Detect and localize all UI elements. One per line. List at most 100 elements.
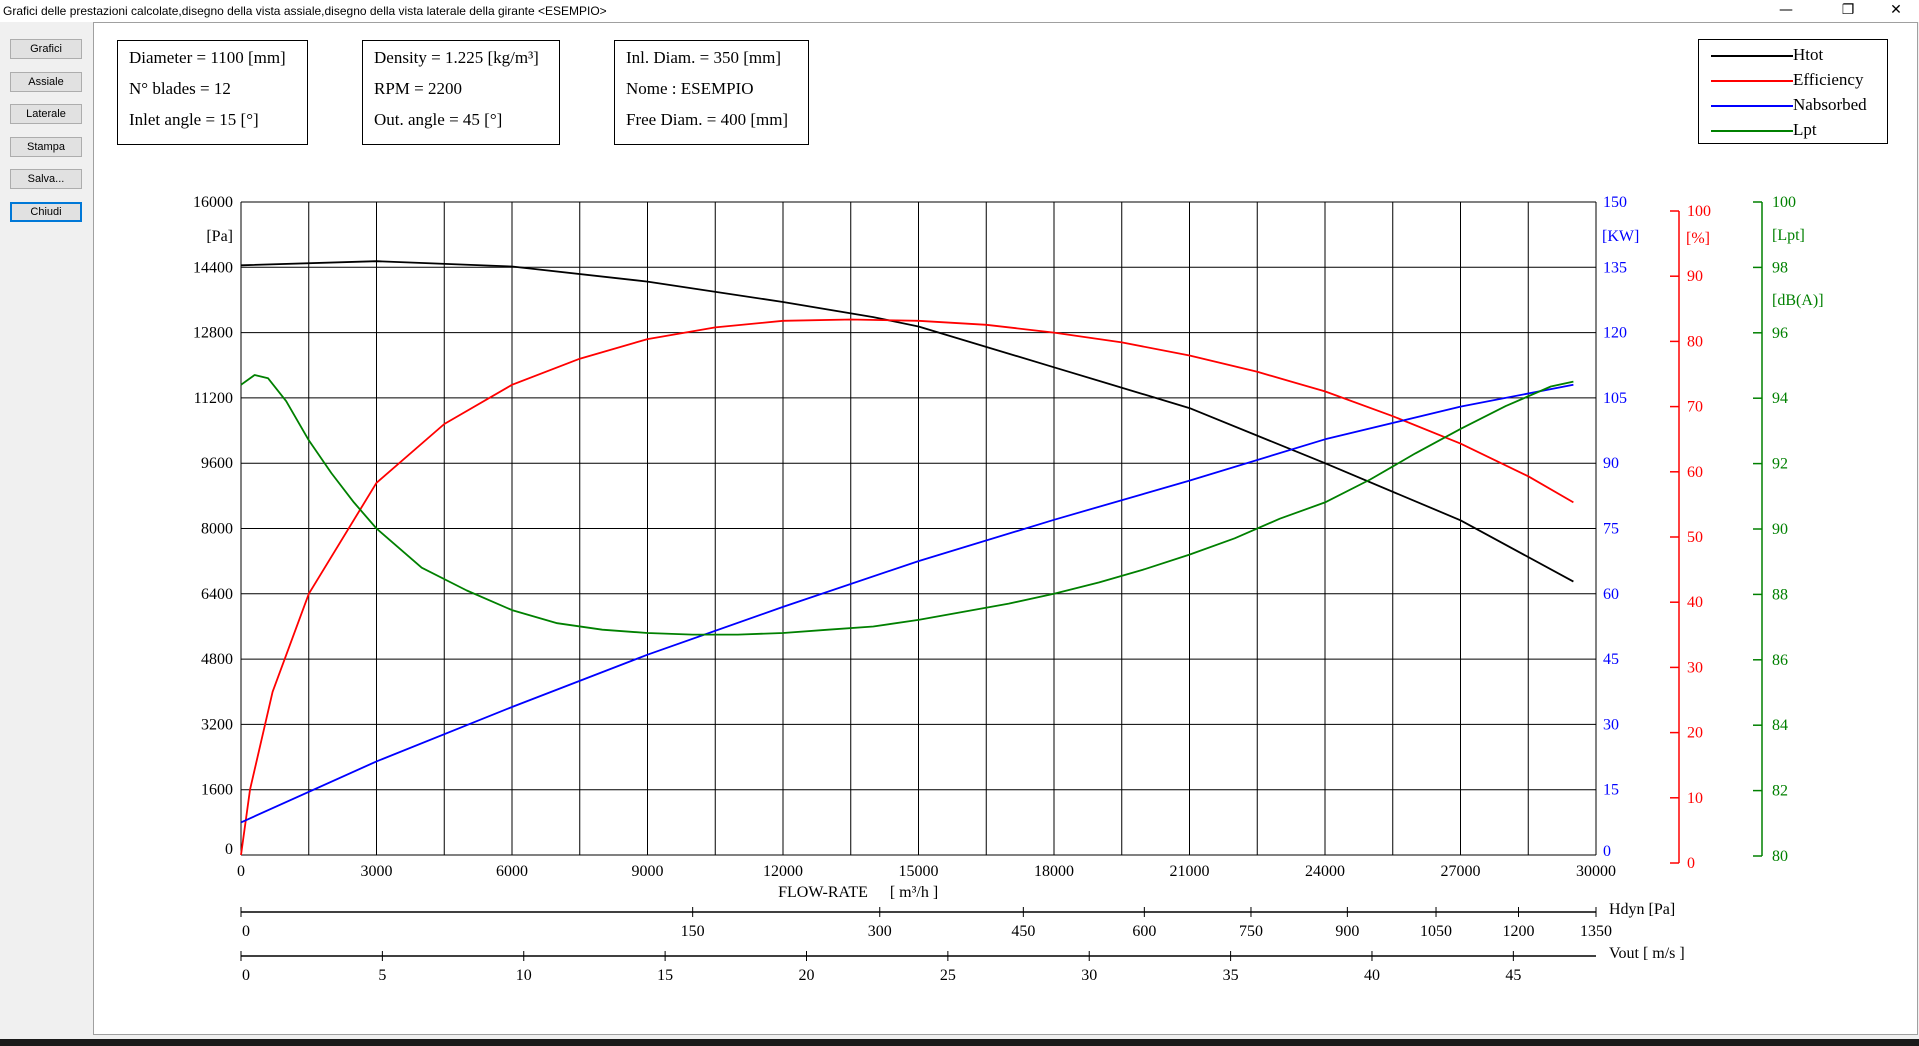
info-box-operating: Density = 1.225 [kg/m³] RPM = 2200 Out. …: [362, 40, 560, 145]
x-tick-label: 6000: [496, 863, 528, 880]
info-box-geometry: Diameter = 1100 [mm] N° blades = 12 Inle…: [117, 40, 308, 145]
pressure-tick-label: 0: [225, 841, 233, 858]
pressure-tick-label: 9600: [201, 455, 233, 472]
efficiency-tick-label: 30: [1687, 659, 1703, 676]
secondary-tick-label: 35: [1223, 967, 1239, 984]
x-tick-label: 27000: [1441, 863, 1481, 880]
noise-axis-unit-2: [dB(A)]: [1772, 292, 1824, 309]
power-tick-label: 15: [1603, 782, 1619, 799]
secondary-tick-label: 450: [1011, 923, 1035, 940]
pressure-tick-label: 1600: [201, 782, 233, 799]
power-tick-label: 60: [1603, 586, 1619, 603]
efficiency-tick-label: 60: [1687, 464, 1703, 481]
legend-item: Efficiency: [1699, 68, 1887, 92]
pressure-tick-label: 8000: [201, 521, 233, 538]
pressure-tick-label: 12800: [193, 325, 233, 342]
legend: Htot Efficiency Nabsorbed Lpt: [1698, 39, 1888, 144]
noise-tick-label: 90: [1772, 521, 1788, 538]
secondary-tick-label: 5: [378, 967, 386, 984]
pressure-tick-label: 14400: [193, 259, 233, 276]
secondary-tick-label: 40: [1364, 967, 1380, 984]
secondary-tick-label: 1350: [1580, 923, 1612, 940]
legend-swatch: [1711, 80, 1793, 82]
secondary-tick-label: 0: [242, 967, 250, 984]
legend-swatch: [1711, 55, 1793, 57]
title-bar: Grafici delle prestazioni calcolate,dise…: [0, 0, 1919, 22]
pressure-tick-label: 11200: [194, 390, 233, 407]
info-free-diameter: Free Diam. = 400 [mm]: [626, 110, 789, 129]
series-line-nabsorbed: [240, 383, 1574, 824]
legend-label: Efficiency: [1793, 70, 1864, 89]
efficiency-tick-label: 70: [1687, 399, 1703, 416]
power-tick-label: 150: [1603, 194, 1627, 211]
x-tick-label: 18000: [1034, 863, 1074, 880]
secondary-tick-label: 25: [940, 967, 956, 984]
pressure-axis-unit: [Pa]: [206, 228, 233, 245]
power-tick-label: 0: [1603, 843, 1611, 860]
noise-tick-label: 96: [1772, 325, 1788, 342]
secondary-tick-label: 15: [657, 967, 673, 984]
secondary-tick-label: 20: [798, 967, 814, 984]
x-tick-label: 0: [237, 863, 245, 880]
info-blades: N° blades = 12: [129, 79, 231, 98]
grafici-button[interactable]: Grafici: [10, 39, 82, 59]
secondary-tick-label: 600: [1132, 923, 1156, 940]
efficiency-tick-label: 50: [1687, 529, 1703, 546]
x-tick-label: 30000: [1576, 863, 1616, 880]
close-button[interactable]: ✕: [1890, 2, 1902, 18]
power-tick-label: 120: [1603, 325, 1627, 342]
pressure-tick-label: 4800: [201, 651, 233, 668]
power-tick-label: 90: [1603, 455, 1619, 472]
legend-label: Nabsorbed: [1793, 95, 1867, 114]
sidebar: Grafici Assiale Laterale Stampa Salva...…: [0, 22, 93, 1032]
chiudi-button[interactable]: Chiudi: [10, 202, 82, 222]
noise-axis-unit: [Lpt]: [1772, 227, 1805, 244]
secondary-tick-label: 10: [516, 967, 532, 984]
info-density: Density = 1.225 [kg/m³]: [374, 48, 539, 67]
power-axis-unit: [KW]: [1602, 228, 1639, 245]
efficiency-axis-unit: [%]: [1686, 230, 1710, 247]
info-inlet-angle: Inlet angle = 15 [°]: [129, 110, 259, 129]
info-diameter: Diameter = 1100 [mm]: [129, 48, 286, 67]
salva-button[interactable]: Salva...: [10, 169, 82, 189]
secondary-axis-label: Vout [ m/s ]: [1609, 945, 1685, 962]
noise-tick-label: 98: [1772, 259, 1788, 276]
x-tick-label: 24000: [1305, 863, 1345, 880]
noise-tick-label: 88: [1772, 586, 1788, 603]
legend-item: Htot: [1699, 43, 1887, 67]
legend-label: Lpt: [1793, 120, 1817, 139]
legend-item: Lpt: [1699, 118, 1887, 142]
x-tick-label: 12000: [763, 863, 803, 880]
efficiency-tick-label: 100: [1687, 203, 1711, 220]
chart-panel: Diameter = 1100 [mm] N° blades = 12 Inle…: [93, 22, 1918, 1035]
restore-button[interactable]: ❐: [1841, 2, 1855, 18]
minimize-button[interactable]: —: [1779, 2, 1793, 18]
efficiency-tick-label: 80: [1687, 333, 1703, 350]
secondary-tick-label: 150: [681, 923, 705, 940]
secondary-tick-label: 30: [1081, 967, 1097, 984]
info-outlet-angle: Out. angle = 45 [°]: [374, 110, 503, 129]
legend-label: Htot: [1793, 45, 1824, 64]
laterale-button[interactable]: Laterale: [10, 104, 82, 124]
info-rpm: RPM = 2200: [374, 79, 462, 98]
noise-tick-label: 86: [1772, 652, 1788, 669]
efficiency-tick-label: 90: [1687, 268, 1703, 285]
info-name: Nome : ESEMPIO: [626, 79, 754, 98]
x-tick-label: 9000: [632, 863, 664, 880]
secondary-tick-label: 1200: [1502, 923, 1534, 940]
series-line-efficiency: [240, 318, 1574, 856]
power-tick-label: 45: [1603, 651, 1619, 668]
pressure-tick-label: 3200: [201, 716, 233, 733]
power-tick-label: 135: [1603, 259, 1627, 276]
secondary-tick-label: 300: [868, 923, 892, 940]
x-axis-label: FLOW-RATE: [778, 884, 868, 901]
pressure-tick-label: 6400: [201, 586, 233, 603]
secondary-tick-label: 0: [242, 923, 250, 940]
info-inlet-diameter: Inl. Diam. = 350 [mm]: [626, 48, 782, 67]
efficiency-tick-label: 0: [1687, 855, 1695, 872]
legend-swatch: [1711, 130, 1793, 132]
assiale-button[interactable]: Assiale: [10, 72, 82, 92]
secondary-tick-label: 900: [1335, 923, 1359, 940]
stampa-button[interactable]: Stampa: [10, 137, 82, 157]
legend-swatch: [1711, 105, 1793, 107]
